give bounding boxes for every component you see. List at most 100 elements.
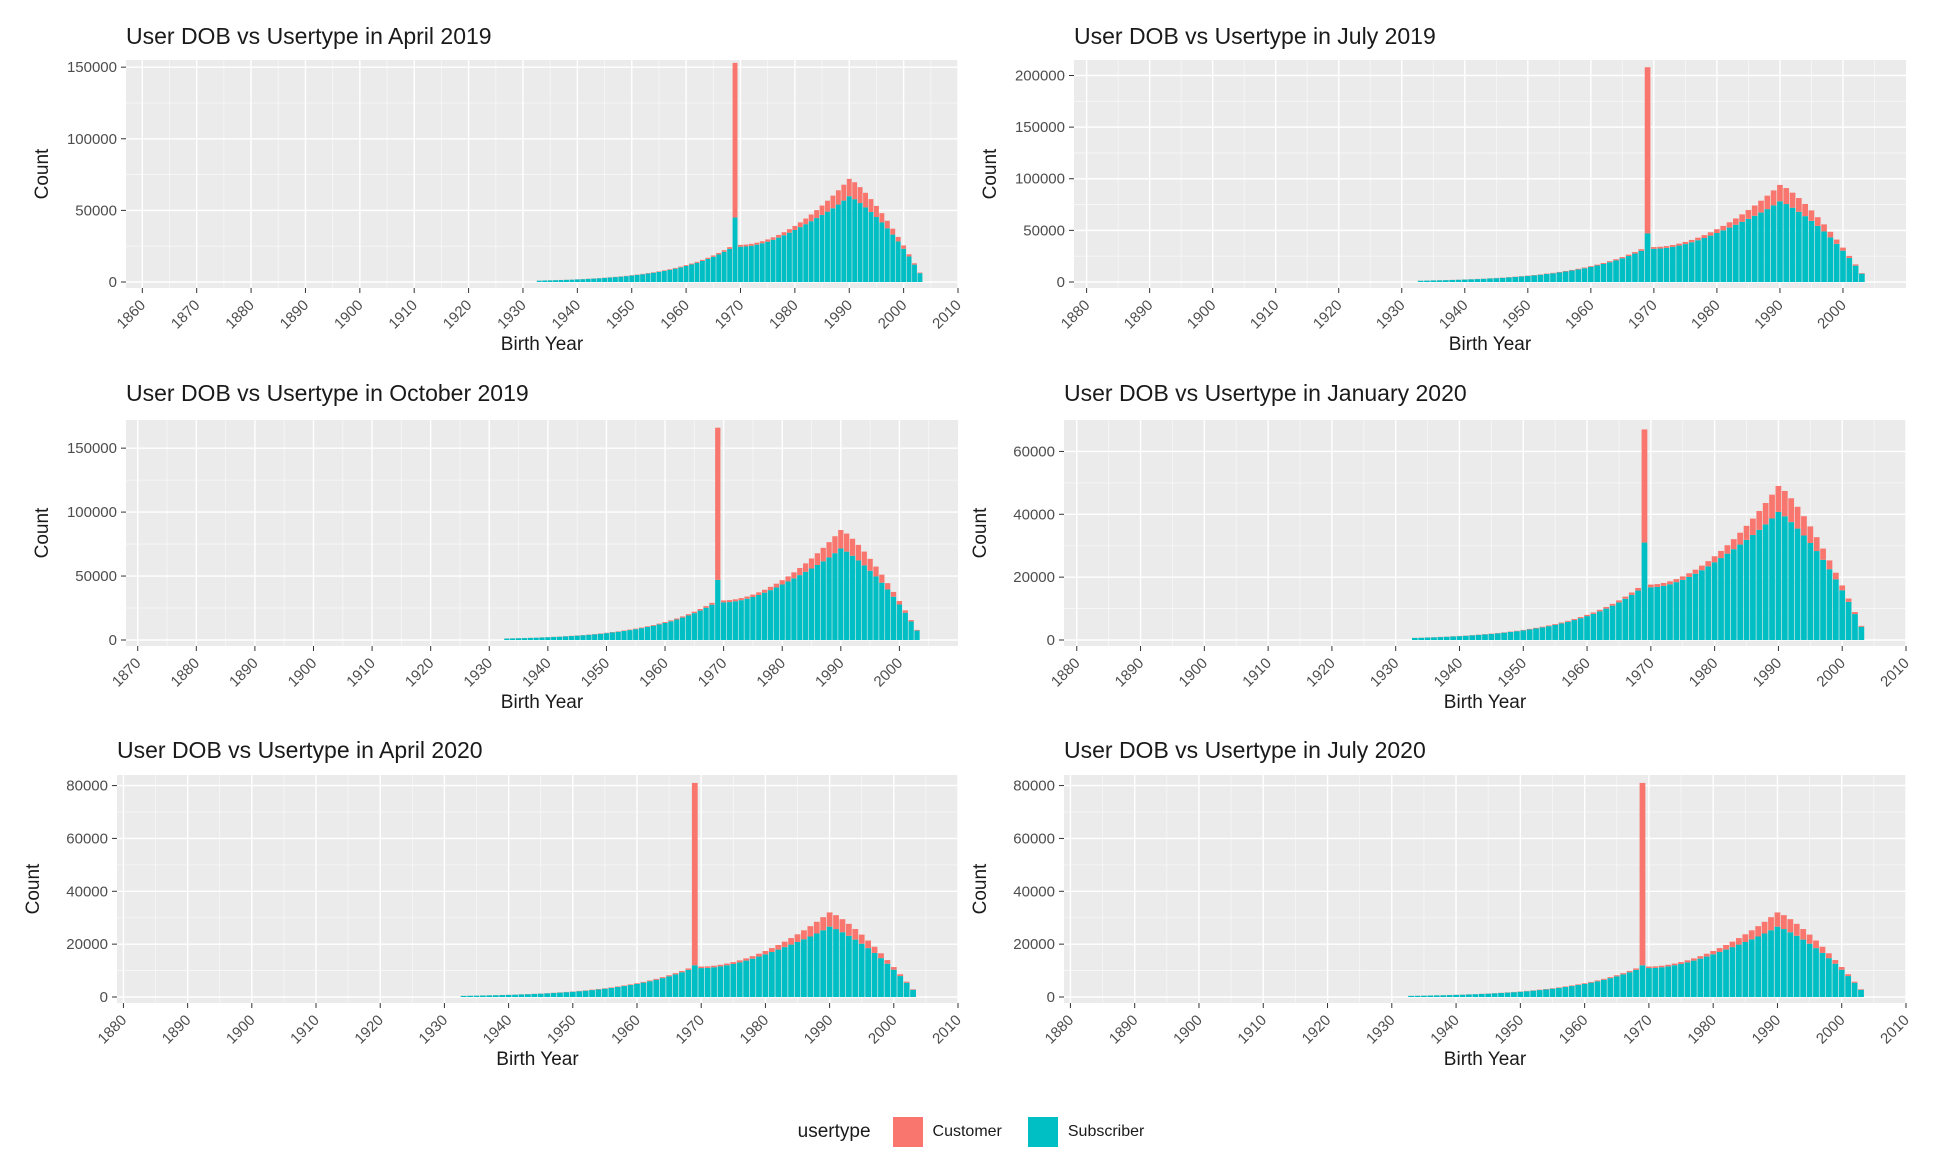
bar-customer	[797, 567, 803, 576]
bar-subscriber	[1607, 978, 1614, 997]
bar-subscriber	[1840, 250, 1846, 282]
y-axis-title: Count	[32, 507, 53, 558]
bar-customer	[906, 254, 912, 257]
legend-swatch-subscriber	[1027, 1117, 1058, 1147]
bar-subscriber	[645, 273, 651, 282]
bar-subscriber	[841, 200, 847, 282]
bar-subscriber	[839, 932, 846, 997]
bar-subscriber	[1518, 276, 1525, 282]
bar-subscriber	[582, 990, 589, 997]
bar-subscriber	[539, 637, 545, 640]
bar-subscriber	[1488, 633, 1495, 640]
x-tick-label: 2000	[875, 297, 911, 333]
x-tick-label: 1920	[1310, 297, 1346, 333]
bar-customer	[659, 977, 666, 979]
bar-subscriber	[627, 630, 633, 640]
x-tick-label: 1920	[1303, 655, 1339, 691]
bar-customer	[1603, 606, 1610, 609]
bar-subscriber	[826, 926, 833, 997]
x-tick-label: 1950	[578, 655, 614, 691]
bar-customer	[765, 239, 771, 242]
bar-customer	[715, 427, 721, 580]
bar-subscriber	[537, 993, 544, 997]
bar-subscriber	[855, 560, 862, 640]
bar-customer	[1638, 249, 1645, 251]
bar-subscriber	[785, 581, 791, 640]
bar-customer	[896, 601, 903, 605]
x-tick-label: 1990	[820, 297, 856, 333]
bar-subscriber	[1581, 983, 1588, 997]
bar-customer	[1620, 973, 1627, 975]
bar-customer	[633, 628, 639, 630]
bar-customer	[1667, 581, 1673, 585]
x-tick-label: 1890	[1121, 297, 1157, 333]
bar-customer	[868, 199, 874, 213]
panel-title: User DOB vs Usertype in October 2019	[126, 380, 529, 406]
bar-customer	[1596, 609, 1603, 612]
bar-subscriber	[1699, 570, 1705, 640]
bar-subscriber	[917, 273, 923, 282]
bar-customer	[662, 622, 668, 623]
bar-subscriber	[1436, 280, 1443, 282]
bar-subscriber	[730, 963, 737, 997]
bar-customer	[1562, 986, 1569, 988]
bar-customer	[1556, 271, 1563, 273]
bar-subscriber	[1514, 631, 1520, 640]
bar-customer	[1562, 270, 1569, 272]
x-tick-label: 1870	[168, 297, 204, 333]
panel-title: User DOB vs Usertype in July 2020	[1064, 737, 1426, 763]
bar-subscriber	[820, 930, 827, 997]
bar-subscriber	[609, 632, 615, 640]
bar-subscriber	[668, 621, 674, 640]
bar-subscriber	[1437, 637, 1444, 640]
bar-customer	[732, 599, 738, 602]
bar-customer	[1832, 572, 1839, 580]
bar-customer	[852, 929, 859, 940]
bar-subscriber	[705, 258, 711, 282]
bar-subscriber	[1450, 636, 1456, 640]
bar-customer	[1819, 946, 1826, 953]
bar-subscriber	[1424, 637, 1431, 640]
bar-subscriber	[738, 246, 743, 282]
bar-customer	[1851, 981, 1858, 983]
x-axis-title: Birth Year	[496, 1049, 579, 1070]
bar-subscriber	[553, 280, 559, 282]
bar-customer	[1769, 494, 1775, 519]
bar-subscriber	[1821, 231, 1827, 282]
bar-customer	[762, 589, 768, 593]
bar-subscriber	[1443, 280, 1449, 282]
bar-customer	[1793, 923, 1800, 936]
bar-subscriber	[527, 637, 533, 640]
bar-customer	[749, 956, 756, 959]
bar-subscriber	[756, 594, 762, 640]
bar-customer	[917, 272, 923, 274]
bar-subscriber	[1456, 636, 1463, 640]
bar-customer	[1732, 218, 1739, 225]
x-tick-label: 2000	[1813, 1012, 1849, 1048]
bar-customer	[838, 530, 844, 549]
bar-subscriber	[1468, 279, 1474, 282]
bar-customer	[801, 930, 807, 940]
bar-subscriber	[914, 630, 920, 640]
bar-customer	[1751, 205, 1758, 216]
bar-subscriber	[749, 958, 756, 997]
bar-customer	[1628, 592, 1635, 595]
bar-subscriber	[906, 256, 912, 282]
bar-subscriber	[1796, 211, 1802, 282]
bar-subscriber	[602, 988, 608, 997]
x-tick-label: 1950	[1494, 655, 1530, 691]
bar-subscriber	[1770, 205, 1777, 282]
bar-subscriber	[1825, 958, 1832, 997]
x-tick-label: 1960	[608, 1012, 644, 1048]
bar-subscriber	[803, 224, 809, 282]
x-tick-label: 1880	[95, 1012, 131, 1048]
bar-customer	[1718, 550, 1724, 559]
bar-customer	[1794, 506, 1801, 529]
bar-subscriber	[808, 221, 814, 282]
bar-customer	[767, 586, 774, 591]
bar-customer	[1748, 930, 1755, 940]
bar-subscriber	[890, 969, 897, 997]
x-tick-label: 1970	[1622, 655, 1658, 691]
bar-customer	[738, 244, 743, 247]
bar-subscriber	[820, 561, 826, 640]
